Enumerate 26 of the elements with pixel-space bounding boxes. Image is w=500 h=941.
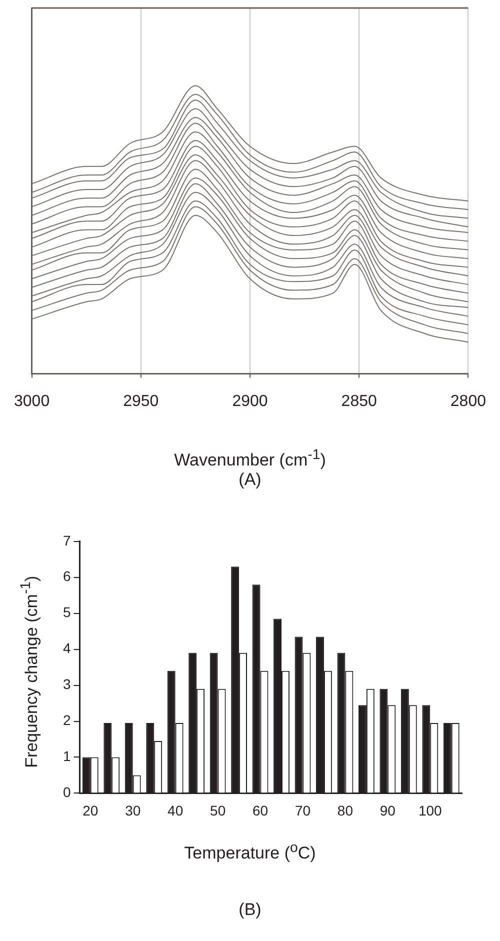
y-tick-label: 3 [62, 676, 71, 692]
y-tick-label: 7 [62, 532, 71, 548]
x-tick-label: 3000 [14, 392, 50, 410]
x-tick-label: 30 [125, 802, 141, 818]
y-tick-label: 6 [62, 568, 71, 584]
x-axis-title: Wavenumber (cm$^{-1}$) [173, 447, 327, 471]
y-tick-label: 5 [62, 604, 71, 620]
y-tick-label: 4 [62, 640, 71, 656]
y-tick-label: 2 [62, 712, 71, 728]
x-tick-label: 70 [294, 802, 311, 818]
y-tick-label: 0 [62, 784, 71, 800]
x-tick-label: 80 [337, 802, 354, 818]
x-tick-label: 100 [418, 802, 442, 818]
x-tick-label: 2950 [123, 392, 159, 410]
x-tick-label: 2800 [450, 392, 486, 410]
x-tick-label: 20 [82, 802, 98, 818]
text: (B) [238, 900, 262, 920]
text: (A) [238, 470, 262, 490]
x-tick-label: 40 [168, 802, 184, 818]
x-tick-label: 50 [210, 802, 226, 818]
x-tick-label: 60 [252, 802, 268, 818]
x-axis-title: Temperature ($^{o}$C) [183, 840, 317, 864]
x-tick-label: 2850 [341, 392, 377, 410]
x-tick-label: 2900 [232, 392, 268, 410]
x-tick-label: 90 [380, 802, 396, 818]
y-tick-label: 1 [62, 748, 71, 764]
